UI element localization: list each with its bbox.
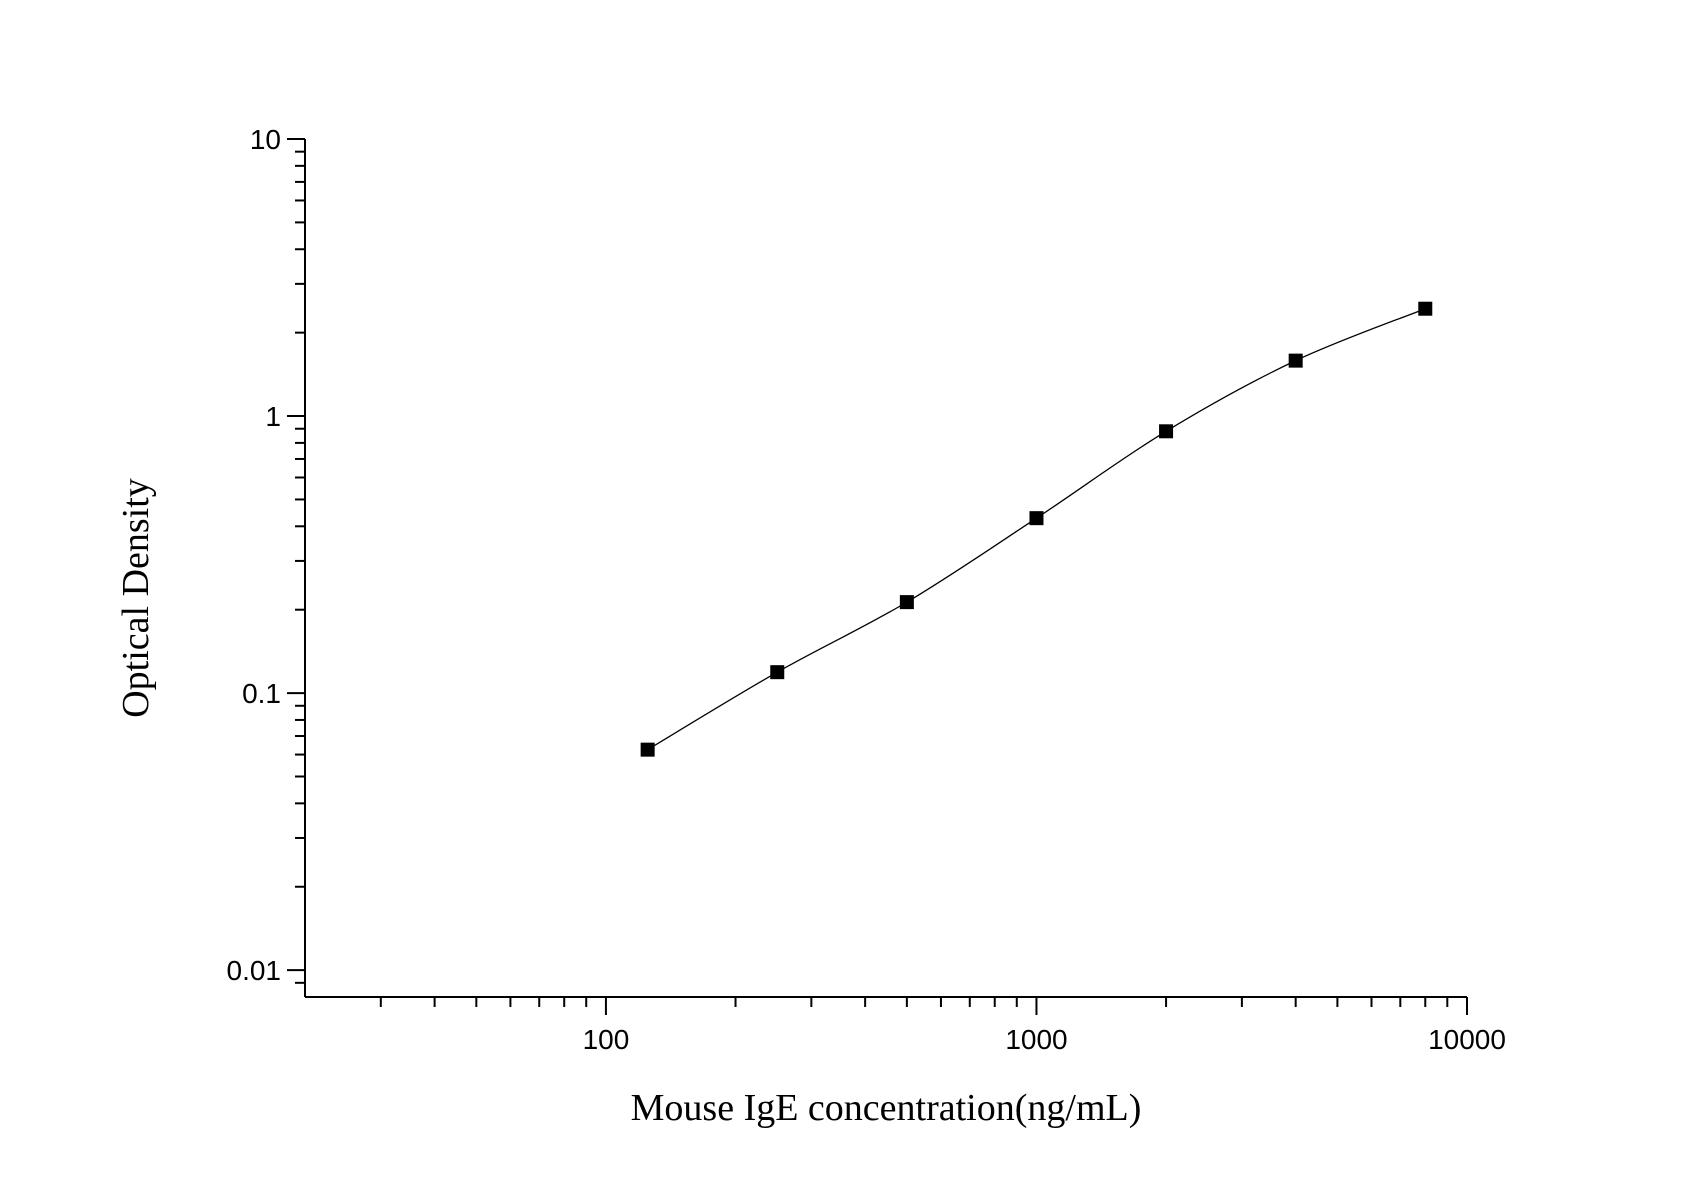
data-point bbox=[1418, 301, 1433, 316]
data-point bbox=[770, 665, 785, 680]
y-tick-label: 10 bbox=[250, 124, 281, 155]
x-tick-label: 10000 bbox=[1428, 1024, 1506, 1055]
y-axis-title: Optical Density bbox=[115, 478, 157, 718]
y-tick-label: 0.01 bbox=[227, 955, 282, 986]
data-point bbox=[640, 742, 655, 757]
data-point bbox=[1029, 511, 1044, 526]
y-tick-label: 0.1 bbox=[242, 678, 281, 709]
x-tick-label: 1000 bbox=[1005, 1024, 1067, 1055]
data-point bbox=[899, 595, 914, 610]
data-point bbox=[1288, 353, 1303, 368]
data-point bbox=[1159, 424, 1174, 439]
fit-curve bbox=[647, 308, 1426, 751]
y-tick-label: 1 bbox=[265, 401, 281, 432]
x-axis-title: Mouse IgE concentration(ng/mL) bbox=[631, 1087, 1142, 1129]
x-tick-label: 100 bbox=[583, 1024, 630, 1055]
